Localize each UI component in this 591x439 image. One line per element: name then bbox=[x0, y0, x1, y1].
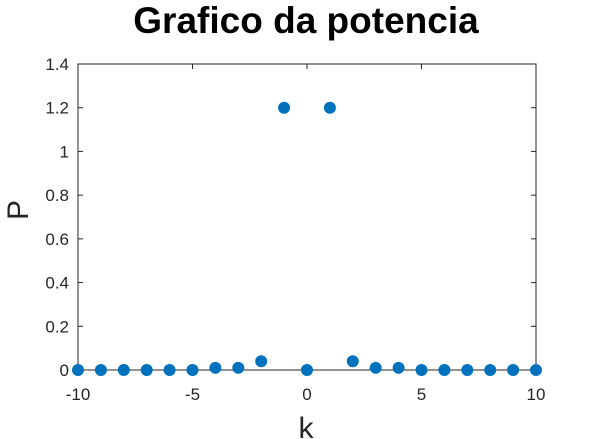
data-point bbox=[72, 364, 84, 376]
data-point bbox=[140, 364, 153, 376]
data-series bbox=[72, 101, 542, 376]
x-axis-label: k bbox=[299, 412, 315, 439]
data-point bbox=[484, 364, 497, 376]
chart-title: Grafico da potencia bbox=[133, 0, 479, 41]
data-point bbox=[507, 364, 520, 376]
x-tick-label: 0 bbox=[302, 385, 311, 404]
data-point bbox=[530, 364, 542, 376]
y-tick-label: 0.6 bbox=[45, 230, 69, 249]
data-point bbox=[323, 101, 336, 114]
y-tick-label: 0.4 bbox=[45, 274, 69, 293]
x-tick-label: -10 bbox=[66, 385, 91, 404]
data-point bbox=[438, 364, 451, 376]
y-tick-label: 1.2 bbox=[45, 99, 69, 118]
y-axis: 0 0.2 0.4 0.6 0.8 1 1.2 1.4 bbox=[45, 55, 536, 380]
data-point bbox=[209, 361, 222, 374]
x-tick-label: -5 bbox=[185, 385, 200, 404]
data-point bbox=[415, 364, 428, 376]
y-tick-label: 0.2 bbox=[45, 317, 69, 336]
y-tick-label: 0.8 bbox=[45, 186, 69, 205]
y-tick-label: 0 bbox=[60, 361, 69, 380]
data-point bbox=[163, 364, 176, 376]
data-point bbox=[186, 364, 199, 376]
data-point bbox=[278, 101, 291, 114]
data-point bbox=[461, 364, 474, 376]
data-point bbox=[392, 361, 405, 374]
data-point bbox=[369, 361, 382, 374]
y-axis-label: P bbox=[2, 200, 35, 220]
data-point bbox=[232, 361, 245, 374]
x-tick-label: 10 bbox=[527, 385, 546, 404]
data-point bbox=[255, 355, 268, 368]
plot-area bbox=[77, 63, 537, 371]
y-tick-label: 1.4 bbox=[45, 55, 69, 74]
data-point bbox=[94, 364, 107, 376]
data-point bbox=[117, 364, 130, 376]
y-tick-label: 1 bbox=[60, 142, 69, 161]
data-point bbox=[301, 364, 313, 376]
data-point bbox=[346, 355, 359, 368]
x-tick-label: 5 bbox=[417, 385, 426, 404]
